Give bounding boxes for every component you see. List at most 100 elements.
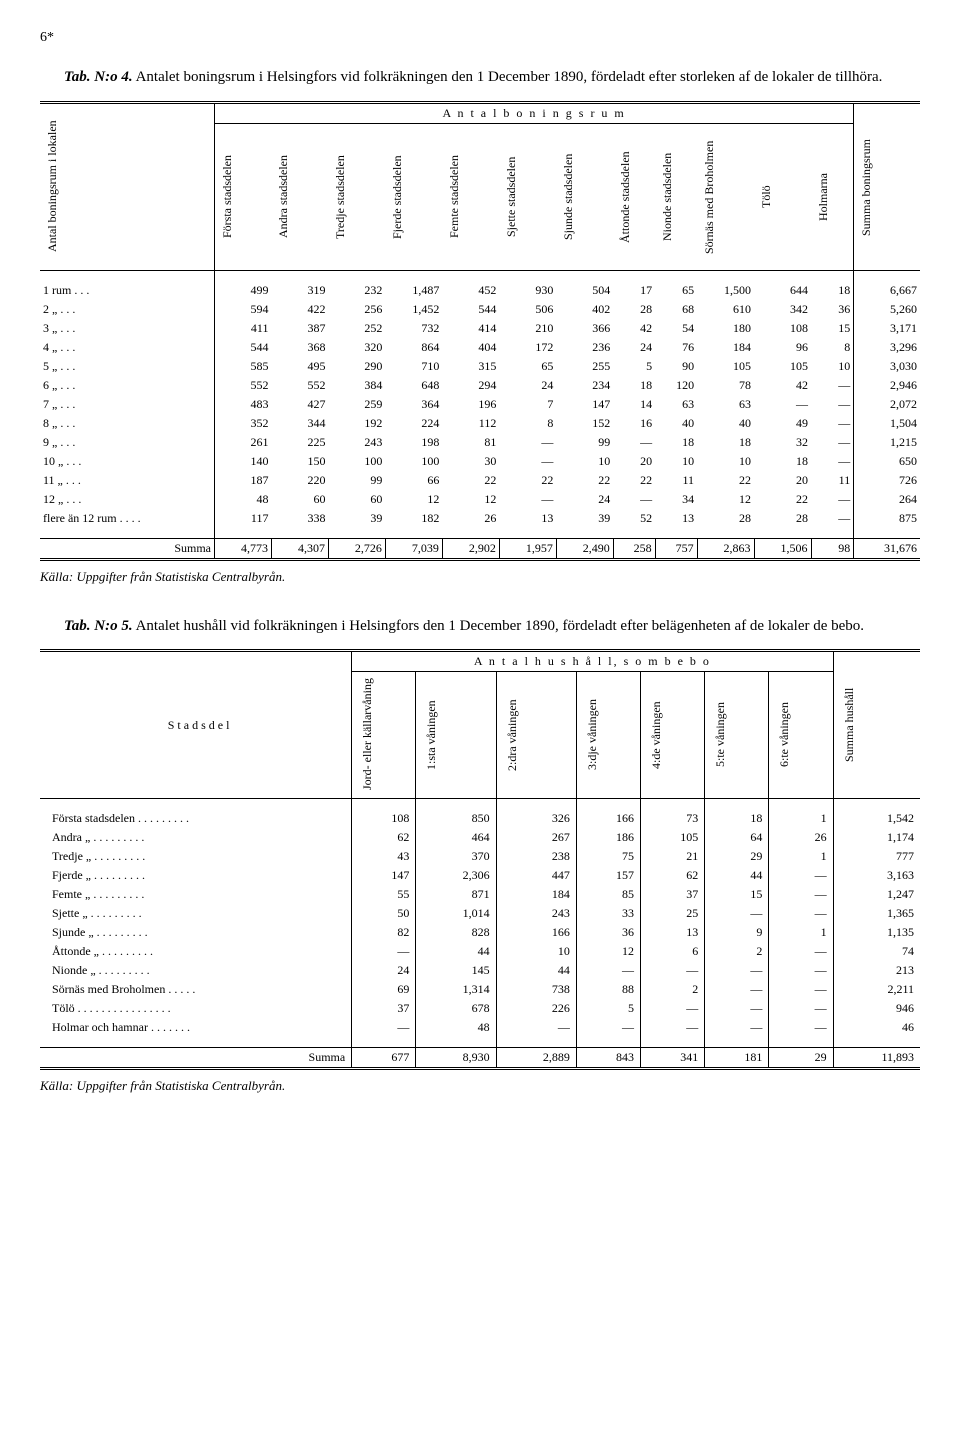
data-cell: 2,306: [416, 866, 496, 885]
data-cell: 220: [271, 471, 328, 490]
row-label: 3 „ . . .: [40, 319, 215, 338]
tab4-heading-text: Antalet boningsrum i Helsingfors vid fol…: [136, 69, 883, 85]
data-cell: —: [769, 961, 833, 980]
data-cell: 192: [328, 414, 385, 433]
tab5-col6: 6:te våningen: [775, 674, 794, 796]
data-cell: 99: [328, 471, 385, 490]
data-cell: 506: [499, 300, 556, 319]
data-cell: 172: [499, 338, 556, 357]
data-cell: 2: [705, 942, 769, 961]
row-label: 6 „ . . .: [40, 376, 215, 395]
data-cell: 544: [215, 338, 272, 357]
data-cell: 232: [328, 281, 385, 300]
tab5-heading: Tab. N:o 5. Antalet hushåll vid folkräkn…: [40, 615, 920, 638]
tab4-sum-cell: 7,039: [385, 538, 442, 559]
data-cell: 1,365: [833, 904, 920, 923]
data-cell: 21: [641, 847, 705, 866]
data-cell: 1,174: [833, 828, 920, 847]
data-cell: 74: [833, 942, 920, 961]
data-cell: 352: [215, 414, 272, 433]
data-cell: 368: [271, 338, 328, 357]
page-number: 6*: [40, 30, 920, 46]
row-label: 10 „ . . .: [40, 452, 215, 471]
tab4-col11: Tölö: [757, 126, 776, 268]
table-row: Holmar och hamnar . . . . . . .—48—————4…: [40, 1018, 920, 1037]
data-cell: 25: [641, 904, 705, 923]
row-label: 12 „ . . .: [40, 490, 215, 509]
data-cell: 213: [833, 961, 920, 980]
data-cell: 504: [556, 281, 613, 300]
data-cell: 1,314: [416, 980, 496, 999]
data-cell: 180: [697, 319, 754, 338]
data-cell: 210: [499, 319, 556, 338]
data-cell: 495: [271, 357, 328, 376]
data-cell: 22: [697, 471, 754, 490]
table-row: 2 „ . . .5944222561,45254450640228686103…: [40, 300, 920, 319]
data-cell: 464: [416, 828, 496, 847]
data-cell: 8: [811, 338, 854, 357]
data-cell: 20: [613, 452, 655, 471]
row-label: 4 „ . . .: [40, 338, 215, 357]
data-cell: 238: [496, 847, 576, 866]
data-cell: 62: [641, 866, 705, 885]
data-cell: —: [811, 509, 854, 528]
row-label: 8 „ . . .: [40, 414, 215, 433]
row-label: Holmar och hamnar . . . . . . .: [40, 1018, 352, 1037]
data-cell: 60: [328, 490, 385, 509]
data-cell: 186: [576, 828, 640, 847]
table-row: Sjunde „ . . . . . . . . .82828166361391…: [40, 923, 920, 942]
table-row: 12 „ . . .4860601212—24—341222—264: [40, 490, 920, 509]
data-cell: 96: [754, 338, 811, 357]
data-cell: 15: [811, 319, 854, 338]
data-cell: 1,014: [416, 904, 496, 923]
tab4-col3: Tredje stadsdelen: [331, 126, 350, 268]
data-cell: 344: [271, 414, 328, 433]
data-cell: 5,260: [854, 300, 920, 319]
data-cell: 69: [352, 980, 416, 999]
data-cell: 427: [271, 395, 328, 414]
data-cell: 32: [754, 433, 811, 452]
row-label: 2 „ . . .: [40, 300, 215, 319]
tab5-source-label: Källa:: [40, 1078, 73, 1093]
data-cell: 738: [496, 980, 576, 999]
tab4-col6: Sjette stadsdelen: [502, 126, 521, 268]
data-cell: 2: [641, 980, 705, 999]
data-cell: 267: [496, 828, 576, 847]
data-cell: 294: [442, 376, 499, 395]
data-cell: 54: [655, 319, 697, 338]
data-cell: 24: [556, 490, 613, 509]
data-cell: 930: [499, 281, 556, 300]
data-cell: —: [754, 395, 811, 414]
data-cell: 384: [328, 376, 385, 395]
tab4-sum-cell: 1,957: [499, 538, 556, 559]
tab5-col2: 2:dra våningen: [503, 674, 522, 796]
data-cell: 422: [271, 300, 328, 319]
data-cell: 30: [442, 452, 499, 471]
data-cell: —: [705, 961, 769, 980]
data-cell: 3,030: [854, 357, 920, 376]
data-cell: 40: [655, 414, 697, 433]
data-cell: 33: [576, 904, 640, 923]
data-cell: —: [769, 904, 833, 923]
data-cell: 147: [352, 866, 416, 885]
data-cell: 10: [811, 357, 854, 376]
data-cell: 5: [576, 999, 640, 1018]
row-label: Nionde „ . . . . . . . . .: [40, 961, 352, 980]
tab5-sum-cell: 181: [705, 1048, 769, 1069]
tab4-sum-cell: 4,307: [271, 538, 328, 559]
data-cell: 9: [705, 923, 769, 942]
tab4-col10: Sörnäs med Broholmen: [700, 126, 719, 268]
data-cell: 29: [705, 847, 769, 866]
data-cell: 255: [556, 357, 613, 376]
data-cell: 196: [442, 395, 499, 414]
data-cell: 226: [496, 999, 576, 1018]
data-cell: 1,215: [854, 433, 920, 452]
tab4-source-text: Uppgifter från Statistiska Centralbyrån.: [76, 569, 285, 584]
tab5-sum-cell: 341: [641, 1048, 705, 1069]
data-cell: 252: [328, 319, 385, 338]
data-cell: 414: [442, 319, 499, 338]
data-cell: 2,946: [854, 376, 920, 395]
data-cell: 850: [416, 809, 496, 828]
tab4-sum-cell: 2,490: [556, 538, 613, 559]
data-cell: 105: [697, 357, 754, 376]
